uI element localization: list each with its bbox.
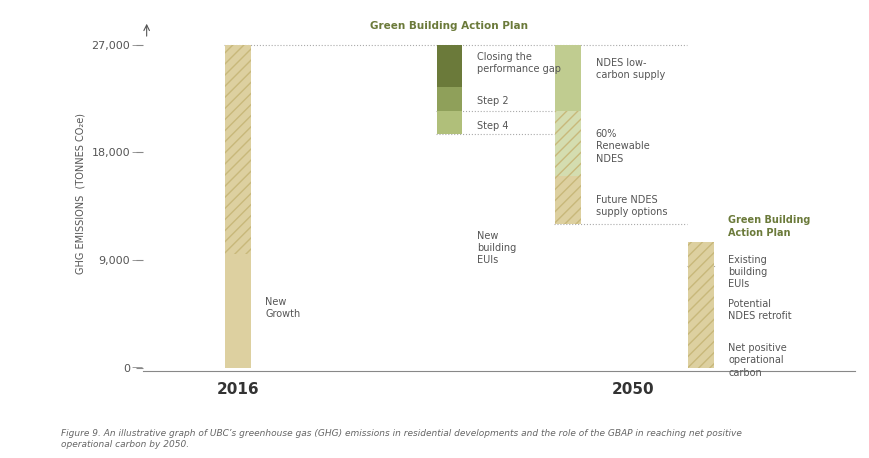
Text: 60%
Renewable
NDES: 60% Renewable NDES [595, 129, 649, 164]
Bar [436, 45, 461, 87]
Text: Figure 9. An illustrative graph of UBC’s greenhouse gas (GHG) emissions in resid: Figure 9. An illustrative graph of UBC’s… [61, 430, 741, 449]
Bar [687, 242, 713, 367]
Text: Closing the
performance gap: Closing the performance gap [476, 52, 561, 74]
Bar [224, 254, 250, 367]
Text: Net positive
operational
carbon: Net positive operational carbon [727, 343, 786, 378]
Text: Green Building
Action Plan: Green Building Action Plan [727, 215, 810, 238]
Text: Existing
building
EUIs: Existing building EUIs [727, 255, 766, 289]
Text: Step 4: Step 4 [476, 121, 508, 131]
Text: New
building
EUIs: New building EUIs [476, 231, 515, 266]
Y-axis label: GHG EMISSIONS  (TONNES CO₂e): GHG EMISSIONS (TONNES CO₂e) [76, 113, 86, 273]
Text: —: — [131, 147, 143, 158]
Text: Future NDES
supply options: Future NDES supply options [595, 195, 667, 218]
Text: Potential
NDES retrofit: Potential NDES retrofit [727, 299, 791, 322]
Bar [224, 45, 250, 254]
Text: Green Building Action Plan: Green Building Action Plan [370, 21, 527, 31]
Bar [554, 110, 580, 224]
Text: —: — [131, 40, 143, 50]
Bar [224, 45, 250, 254]
Bar [687, 242, 713, 367]
Bar [554, 110, 580, 224]
Bar [554, 110, 580, 176]
Text: New
Growth: New Growth [265, 297, 301, 319]
Bar [436, 87, 461, 110]
Text: NDES low-
carbon supply: NDES low- carbon supply [595, 58, 664, 80]
Bar [436, 110, 461, 135]
Bar [554, 45, 580, 110]
Text: Step 2: Step 2 [476, 96, 508, 106]
Text: —: — [131, 255, 143, 265]
Text: —: — [131, 362, 143, 372]
